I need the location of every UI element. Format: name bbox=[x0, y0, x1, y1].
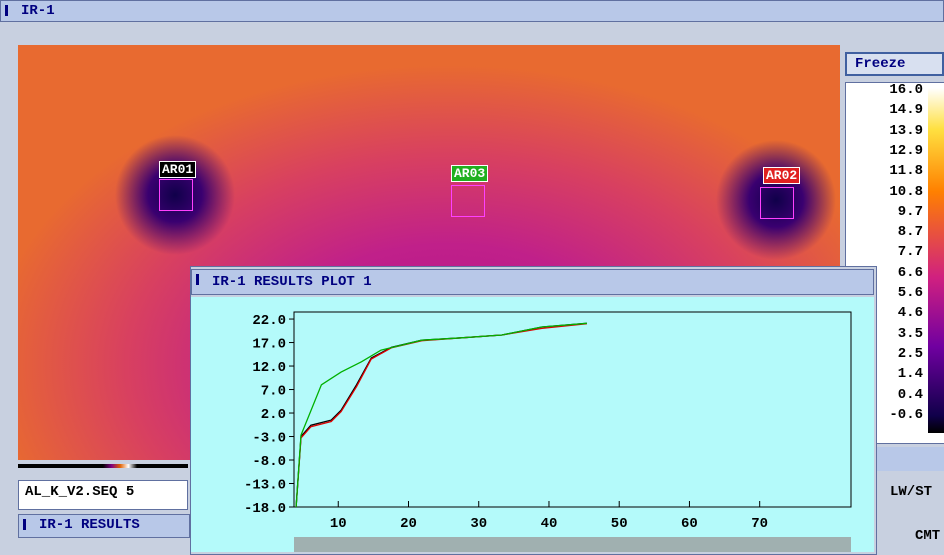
line-series bbox=[295, 322, 587, 508]
y-tick-label: 22.0 bbox=[252, 313, 286, 329]
color-bar bbox=[928, 88, 944, 433]
plot-frame bbox=[293, 311, 852, 508]
window-title: IR-1 bbox=[0, 0, 944, 22]
freeze-button[interactable]: Freeze bbox=[845, 52, 944, 76]
plot-title: IR-1 RESULTS PLOT 1 bbox=[191, 269, 874, 295]
scale-label: 2.5 bbox=[897, 345, 923, 362]
side-label: LW/ST bbox=[890, 484, 933, 500]
roi-box bbox=[451, 185, 485, 217]
roi-label: AR02 bbox=[763, 167, 801, 184]
line-series bbox=[295, 323, 587, 508]
scale-label: 3.5 bbox=[897, 325, 923, 342]
roi-label: AR03 bbox=[451, 165, 489, 182]
scale-label: -0.6 bbox=[889, 406, 923, 423]
x-tick-label: 30 bbox=[470, 516, 487, 532]
scale-label: 10.8 bbox=[889, 183, 923, 200]
y-tick-label: 17.0 bbox=[252, 337, 286, 353]
palette-strip bbox=[18, 464, 188, 468]
roi-label: AR01 bbox=[159, 161, 197, 178]
scale-label: 16.0 bbox=[889, 82, 923, 98]
scale-label: 4.6 bbox=[897, 305, 923, 322]
x-tick-label: 60 bbox=[681, 516, 698, 532]
scale-label: 8.7 bbox=[897, 224, 923, 241]
x-tick-label: 10 bbox=[330, 516, 347, 532]
y-tick-label: -18.0 bbox=[244, 501, 286, 517]
scale-label: 12.9 bbox=[889, 142, 923, 159]
plot-window: IR-1 RESULTS PLOT 1 22.0 17.0 12.0 7.0 2.0 -3… bbox=[190, 266, 877, 555]
file-label: AL_K_V2.SEQ 5 bbox=[18, 480, 188, 510]
y-tick-label: -8.0 bbox=[252, 454, 286, 470]
y-tick-label: 2.0 bbox=[261, 407, 286, 423]
scale-label: 13.9 bbox=[889, 122, 923, 139]
scale-label: 6.6 bbox=[897, 264, 923, 281]
scale-label: 0.4 bbox=[897, 386, 923, 403]
x-tick-label: 40 bbox=[541, 516, 558, 532]
scrollbar bbox=[294, 537, 851, 552]
scale-label: 5.6 bbox=[897, 285, 923, 301]
scale-label: 11.8 bbox=[889, 163, 923, 180]
y-tick-label: -13.0 bbox=[244, 478, 286, 494]
results-title: IR-1 RESULTS bbox=[18, 514, 190, 538]
roi-box bbox=[760, 187, 794, 219]
scale-label: 9.7 bbox=[897, 203, 923, 220]
scale-label: 14.9 bbox=[889, 102, 923, 119]
plot: 22.0 17.0 12.0 7.0 2.0 -3.0 -8.0 -13.0 -18.0 10 20… bbox=[191, 297, 874, 552]
roi-box bbox=[159, 179, 193, 211]
scale-label: 7.7 bbox=[897, 244, 923, 261]
scale-label: 1.4 bbox=[897, 366, 923, 383]
x-tick-label: 20 bbox=[400, 516, 417, 532]
line-series bbox=[295, 322, 587, 508]
side-label: CMT bbox=[915, 528, 941, 544]
y-tick-label: 7.0 bbox=[261, 384, 286, 400]
y-tick-label: -3.0 bbox=[252, 431, 286, 447]
x-tick-label: 50 bbox=[611, 516, 628, 532]
x-tick-label: 70 bbox=[751, 516, 768, 532]
y-tick-label: 12.0 bbox=[252, 360, 286, 376]
